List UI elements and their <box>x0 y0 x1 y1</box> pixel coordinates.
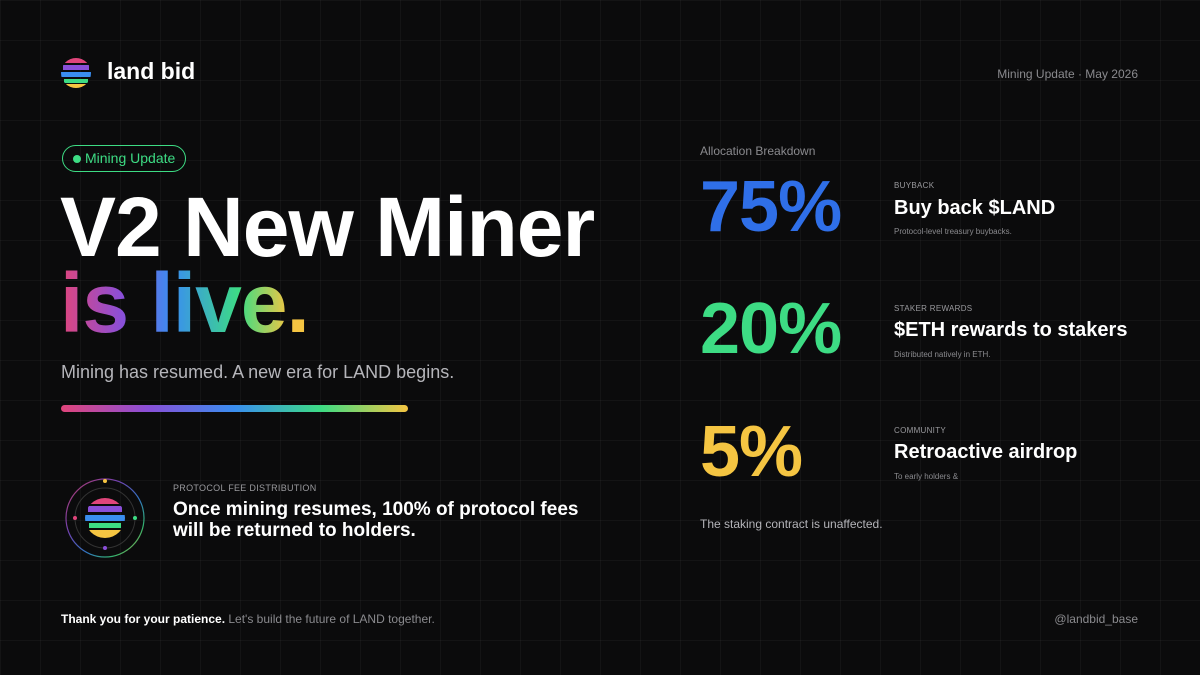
item-description: Protocol-level treasury buybacks. <box>894 227 1012 236</box>
item-label: BUYBACK <box>894 181 935 190</box>
item-description: To early holders & <box>894 472 959 481</box>
brand: land bid <box>107 58 196 84</box>
gradient-bar <box>61 405 408 412</box>
fee-text: Once mining resumes, 100% of protocol fe… <box>173 499 579 541</box>
date-meta: Mining Update · May 2026 <box>997 67 1138 81</box>
badge: Mining Update <box>62 145 187 172</box>
note: The staking contract is unaffected. <box>700 517 883 531</box>
handle: @landbid_base <box>1054 612 1138 626</box>
item-description: Distributed natively in ETH. <box>894 350 991 359</box>
item-title: Buy back $LAND <box>894 197 1056 219</box>
footer-message: Let's build the future of LAND together. <box>228 612 435 626</box>
item-label: COMMUNITY <box>894 426 947 435</box>
badge-text: Mining Update <box>85 150 176 166</box>
logo <box>61 58 91 88</box>
item-label: STAKER REWARDS <box>894 304 973 313</box>
headline: V2 New Miner <box>60 180 595 274</box>
fee-icon <box>65 478 145 558</box>
footer-text: Thank you for your patience. Let's build… <box>61 612 435 626</box>
allocation-heading: Allocation Breakdown <box>700 144 816 158</box>
fee-label: PROTOCOL FEE DISTRIBUTION <box>173 483 317 493</box>
subtitle: Mining has resumed. A new era for LAND b… <box>61 362 455 382</box>
percent: 75% <box>700 167 842 247</box>
percent: 20% <box>700 289 842 369</box>
item-title: Retroactive airdrop <box>894 441 1078 463</box>
item-title: $ETH rewards to stakers <box>894 319 1128 341</box>
headline-gradient: is live. <box>60 256 310 350</box>
percent: 5% <box>700 412 803 492</box>
thanks: Thank you for your patience. <box>61 612 226 626</box>
